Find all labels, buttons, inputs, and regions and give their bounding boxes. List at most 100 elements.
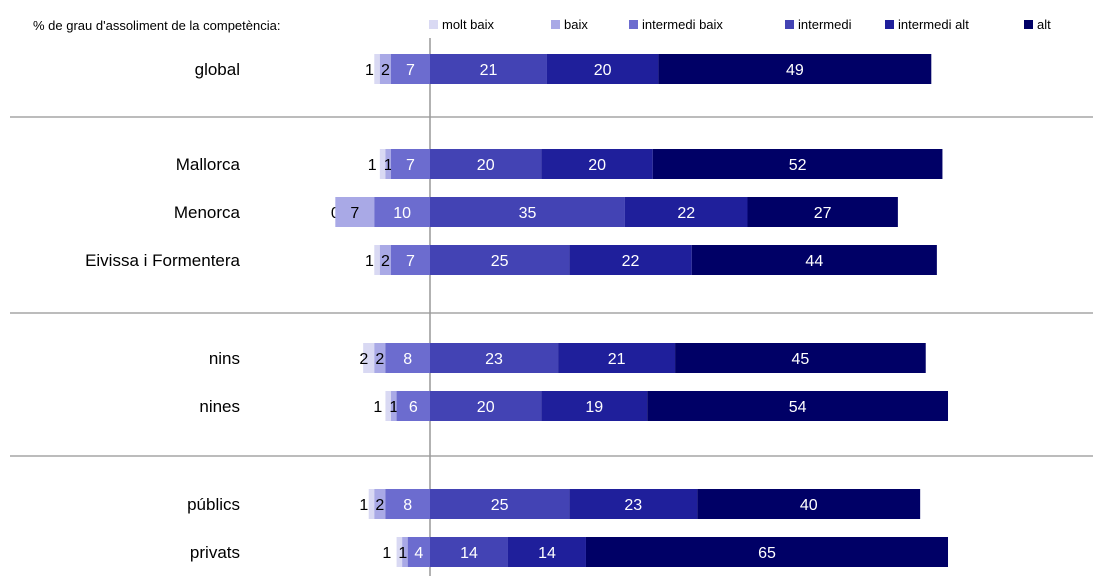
bar-eivissa-i-formentera-intermedi-alt: [569, 245, 692, 275]
bar-mallorca-intermedi: [430, 149, 542, 179]
value-label-eivissa-i-formentera-intermedi-baix: 7: [406, 253, 415, 270]
bar-menorca-intermedi-baix: [374, 197, 430, 227]
value-label-mallorca-intermedi-baix: 7: [406, 157, 415, 174]
legend-swatch-intermedi-alt: [885, 20, 894, 29]
category-label-privats: privats: [190, 543, 240, 562]
bar-nines-molt-baix: [385, 391, 392, 421]
bar-global-intermedi-alt: [546, 54, 659, 84]
bar-publics-molt-baix: [368, 489, 375, 519]
bar-nins-alt: [675, 343, 926, 373]
category-label-eivissa-i-formentera: Eivissa i Formentera: [85, 251, 240, 270]
value-label-publics-intermedi-baix: 8: [403, 497, 412, 514]
category-label-publics: públics: [187, 495, 240, 514]
value-label-menorca-alt: 27: [814, 205, 832, 222]
value-label-nins-intermedi-baix: 8: [403, 351, 412, 368]
bar-nins-intermedi: [430, 343, 559, 373]
bar-privats-intermedi-alt: [507, 537, 586, 567]
legend-swatch-intermedi: [785, 20, 794, 29]
value-label-nines-intermedi-baix: 6: [409, 399, 418, 416]
bar-eivissa-i-formentera-intermedi-baix: [391, 245, 430, 275]
category-label-nines: nines: [199, 397, 240, 416]
value-label-privats-intermedi-alt: 14: [538, 545, 556, 562]
bar-nins-baix: [374, 343, 386, 373]
group-separators: [10, 116, 1093, 457]
legend-label-intermedi: intermedi: [798, 17, 852, 32]
value-label-menorca-baix: 7: [350, 205, 359, 222]
legend-label-alt: alt: [1037, 17, 1051, 32]
value-label-privats-baix: 1: [398, 545, 407, 562]
bar-nines-intermedi-baix: [396, 391, 430, 421]
category-labels: global Mallorca Menorca Eivissa i Formenter…: [85, 60, 240, 562]
bar-privats-alt: [585, 537, 949, 567]
bar-nins-molt-baix: [363, 343, 375, 373]
value-label-publics-baix: 2: [375, 497, 384, 514]
value-label-eivissa-i-formentera-intermedi-alt: 22: [622, 253, 640, 270]
value-label-nines-alt: 54: [789, 399, 807, 416]
category-label-global: global: [195, 60, 240, 79]
value-label-global-intermedi: 21: [480, 62, 498, 79]
value-label-nines-intermedi-alt: 19: [585, 399, 603, 416]
legend-label-intermedi-alt: intermedi alt: [898, 17, 969, 32]
value-label-global-intermedi-baix: 7: [406, 62, 415, 79]
value-label-nins-baix: 2: [375, 351, 384, 368]
bars: 1272120491172020520710352227127252244228…: [331, 54, 949, 567]
value-label-menorca-intermedi-baix: 10: [393, 205, 411, 222]
bar-privats-intermedi: [430, 537, 508, 567]
value-label-mallorca-baix: 1: [384, 157, 393, 174]
bar-menorca-baix: [335, 197, 375, 227]
value-label-eivissa-i-formentera-intermedi: 25: [491, 253, 509, 270]
value-label-nines-baix: 1: [389, 399, 398, 416]
value-label-privats-intermedi-baix: 4: [414, 545, 423, 562]
bar-eivissa-i-formentera-baix: [379, 245, 392, 275]
legend-swatch-molt-baix: [429, 20, 438, 29]
bar-mallorca-intermedi-baix: [391, 149, 430, 179]
bar-privats-intermedi-baix: [407, 537, 430, 567]
bar-eivissa-i-formentera-intermedi: [430, 245, 570, 275]
value-label-eivissa-i-formentera-alt: 44: [805, 253, 823, 270]
value-label-privats-intermedi: 14: [460, 545, 478, 562]
bar-global-baix: [379, 54, 392, 84]
value-label-mallorca-intermedi-alt: 20: [588, 157, 606, 174]
legend-label-molt-baix: molt baix: [442, 17, 495, 32]
value-label-global-baix: 2: [381, 62, 390, 79]
value-label-eivissa-i-formentera-molt-baix: 1: [365, 253, 374, 270]
value-label-nins-molt-baix: 2: [359, 351, 368, 368]
bar-nins-intermedi-alt: [558, 343, 676, 373]
value-label-global-molt-baix: 1: [365, 62, 374, 79]
bar-menorca-intermedi-alt: [624, 197, 748, 227]
bar-privats-molt-baix: [396, 537, 403, 567]
bar-nines-intermedi-alt: [541, 391, 648, 421]
value-label-mallorca-molt-baix: 1: [368, 157, 377, 174]
bar-mallorca-alt: [652, 149, 943, 179]
bar-nines-baix: [391, 391, 397, 421]
legend-swatch-alt: [1024, 20, 1033, 29]
bar-global-alt: [658, 54, 932, 84]
legend-label-baix: baix: [564, 17, 588, 32]
bar-global-molt-baix: [374, 54, 380, 84]
value-label-global-alt: 49: [786, 62, 804, 79]
bar-menorca-alt: [747, 197, 898, 227]
value-label-nines-intermedi: 20: [477, 399, 495, 416]
bar-publics-alt: [697, 489, 921, 519]
bar-eivissa-i-formentera-alt: [691, 245, 937, 275]
value-label-eivissa-i-formentera-baix: 2: [381, 253, 390, 270]
value-label-nins-intermedi-alt: 21: [608, 351, 626, 368]
bar-publics-intermedi-baix: [385, 489, 430, 519]
value-label-nines-molt-baix: 1: [373, 399, 382, 416]
value-label-privats-molt-baix: 1: [382, 545, 391, 562]
value-label-mallorca-intermedi: 20: [477, 157, 495, 174]
category-label-menorca: Menorca: [174, 203, 241, 222]
legend-label-intermedi-baix: intermedi baix: [642, 17, 723, 32]
bar-privats-baix: [402, 537, 408, 567]
bar-menorca-intermedi: [430, 197, 625, 227]
value-label-mallorca-alt: 52: [789, 157, 807, 174]
bar-eivissa-i-formentera-molt-baix: [374, 245, 380, 275]
bar-nines-alt: [647, 391, 949, 421]
value-label-publics-intermedi: 25: [491, 497, 509, 514]
bar-nins-intermedi-baix: [385, 343, 430, 373]
category-label-mallorca: Mallorca: [176, 155, 241, 174]
value-label-global-intermedi-alt: 20: [594, 62, 612, 79]
value-label-nins-alt: 45: [792, 351, 810, 368]
legend-swatch-intermedi-baix: [629, 20, 638, 29]
value-label-publics-intermedi-alt: 23: [624, 497, 642, 514]
